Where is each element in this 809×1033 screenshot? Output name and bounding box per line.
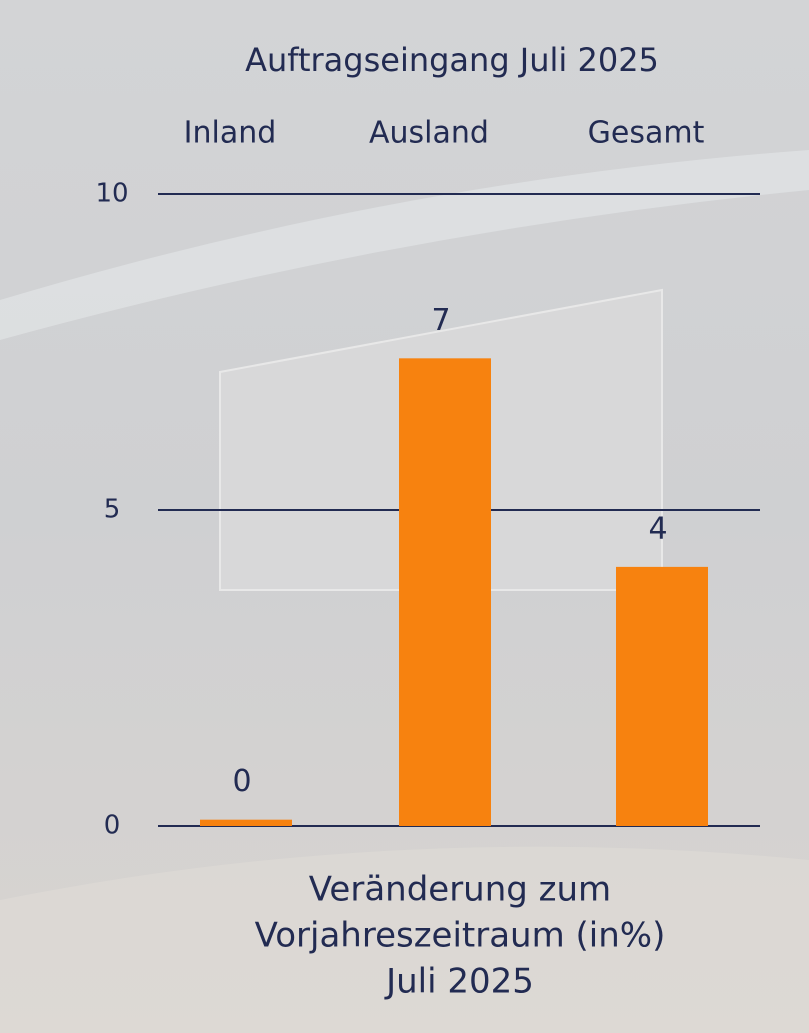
value-label: 7 — [431, 303, 450, 338]
y-tick-label: 0 — [104, 811, 121, 841]
y-tick-label: 5 — [104, 495, 121, 525]
bar — [399, 358, 491, 826]
value-label: 0 — [232, 764, 251, 799]
bar — [200, 819, 292, 826]
x-axis-label: Vorjahreszeitraum (in%) — [255, 916, 666, 956]
category-label: Gesamt — [588, 116, 705, 151]
y-tick-label: 10 — [95, 179, 128, 209]
x-axis-label: Veränderung zum — [309, 870, 611, 910]
category-label: Inland — [184, 116, 277, 151]
decor — [0, 150, 809, 340]
bar — [616, 566, 708, 826]
category-label: Ausland — [369, 116, 489, 151]
chart-title: Auftragseingang Juli 2025 — [245, 41, 659, 79]
decor — [0, 846, 809, 1033]
value-label: 4 — [648, 511, 667, 546]
x-axis-label: Juli 2025 — [384, 962, 534, 1002]
